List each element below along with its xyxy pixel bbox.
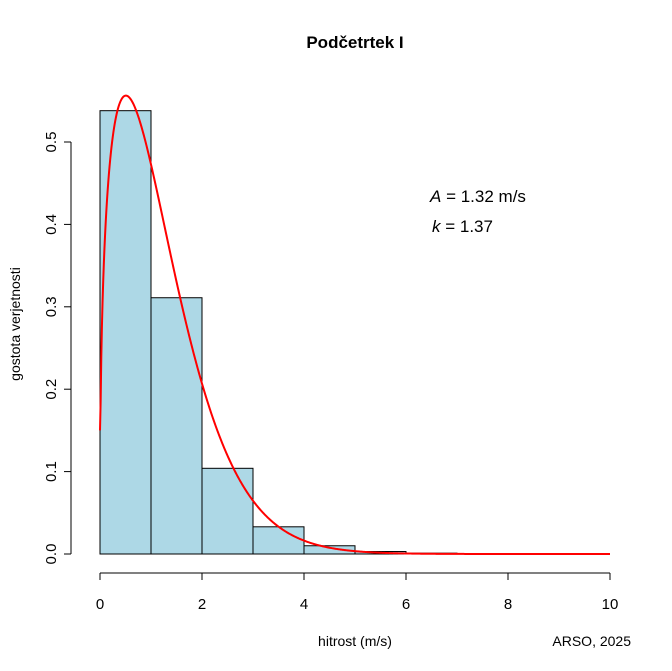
x-axis: 0 2 4 6 8 10 xyxy=(96,572,619,613)
y-tick-label: 0.3 xyxy=(43,296,60,317)
weibull-shape-annotation: k = 1.37 xyxy=(432,217,493,236)
x-tick-label: 6 xyxy=(402,596,410,613)
x-tick-label: 0 xyxy=(96,596,104,613)
x-tick-label: 8 xyxy=(504,596,512,613)
y-tick-label: 0.2 xyxy=(43,379,60,400)
weibull-scale-annotation: A = 1.32 m/s xyxy=(429,187,526,206)
x-tick-label: 4 xyxy=(300,596,308,613)
y-tick-label: 0.4 xyxy=(43,214,60,235)
shape-value: = 1.37 xyxy=(441,217,493,236)
scale-symbol: A xyxy=(429,187,441,206)
x-axis-label: hitrost (m/s) xyxy=(318,633,392,649)
credit-label: ARSO, 2025 xyxy=(552,633,631,649)
histogram-bar-4 xyxy=(303,545,356,555)
x-tick-label: 2 xyxy=(198,596,206,613)
y-tick-label: 0.5 xyxy=(43,132,60,153)
weibull-density-curve xyxy=(99,94,610,555)
histogram-bar-3 xyxy=(252,526,305,555)
x-tick-label: 10 xyxy=(602,596,619,613)
scale-value: = 1.32 m/s xyxy=(441,187,526,206)
y-axis-label: gostota verjetnosti xyxy=(7,267,23,381)
histogram-bar-1 xyxy=(150,297,203,555)
y-axis: 0.0 0.1 0.2 0.3 0.4 0.5 xyxy=(43,132,72,565)
y-tick-label: 0.1 xyxy=(43,461,60,482)
histogram-bar-2 xyxy=(201,467,254,555)
histogram-bars xyxy=(99,110,458,555)
shape-symbol: k xyxy=(432,217,442,236)
chart-title: Podčetrtek I xyxy=(306,33,403,52)
y-tick-label: 0.0 xyxy=(43,544,60,565)
